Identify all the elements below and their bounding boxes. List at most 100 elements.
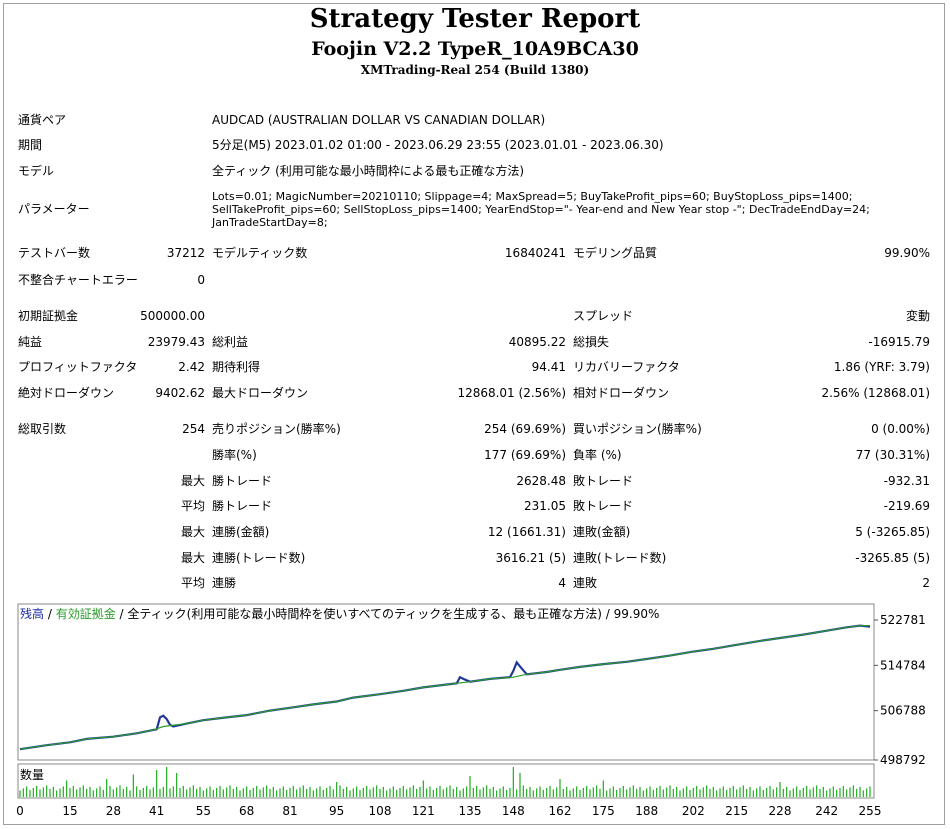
x-tick-label: 148 [502, 804, 525, 818]
stat-value-1: 最大 [180, 474, 205, 488]
legend-balance: 残高 [20, 607, 45, 621]
stat-label-3: リカバリーファクタ [573, 360, 680, 374]
stat-label-2: 勝率(%) [212, 448, 257, 462]
stat-value-3: 5 (-3265.85) [855, 525, 930, 539]
symbol-value: AUDCAD (AUSTRALIAN DOLLAR VS CANADIAN DO… [212, 113, 546, 127]
stat-value-1: 最大 [180, 551, 205, 565]
server-info: XMTrading-Real 254 (Build 1380) [360, 63, 590, 77]
stat-value-1: 500000.00 [140, 309, 205, 323]
x-tick-label: 215 [725, 804, 748, 818]
stat-value-1: 9402.62 [155, 386, 205, 400]
stat-value-2: 12868.01 (2.56%) [457, 386, 566, 400]
x-tick-label: 68 [239, 804, 254, 818]
stat-label-2: 売りポジション(勝率%) [212, 422, 341, 436]
params-value: Lots=0.01; MagicNumber=20210110; Slippag… [212, 190, 870, 229]
stat-value-1: 23979.43 [147, 335, 205, 349]
stat-value-3: 1.86 (YRF: 3.79) [833, 360, 930, 374]
x-tick-label: 15 [62, 804, 77, 818]
stat-value-1: 2.42 [178, 360, 205, 374]
stat-label-3: 連敗(トレード数) [573, 551, 667, 565]
stat-label-1: プロフィットファクタ [18, 360, 138, 374]
stat-label-3: 連敗 [573, 576, 598, 590]
chart-legend: 残高 / 有効証拠金 / 全ティック(利用可能な最小時間枠を使いすべてのティック… [20, 605, 659, 622]
model-label: モデル [18, 164, 55, 178]
x-tick-label: 135 [459, 804, 482, 818]
legend-equity: 有効証拠金 [55, 607, 116, 621]
chart-main-frame [17, 603, 875, 761]
balance-line [19, 625, 870, 750]
stat-label-1: 不整合チャートエラー [18, 273, 138, 287]
stat-label-3: 総損失 [573, 335, 610, 349]
period-label: 期間 [18, 138, 43, 152]
stat-value-2: 2628.48 [516, 474, 566, 488]
stat-label-3: 敗トレード [573, 499, 634, 513]
stat-label-3: スプレッド [573, 309, 634, 323]
x-tick-label: 121 [412, 804, 435, 818]
symbol-label: 通貨ペア [18, 113, 67, 127]
stat-value-3: 0 (0.00%) [871, 422, 930, 436]
stat-label-1: 純益 [18, 335, 43, 349]
x-tick-label: 175 [592, 804, 615, 818]
x-tick-label: 81 [282, 804, 297, 818]
x-tick-label: 188 [635, 804, 658, 818]
stat-value-1: 254 [182, 422, 205, 436]
stat-value-2: 177 (69.69%) [484, 448, 566, 462]
x-tick-label: 0 [16, 804, 24, 818]
stat-label-3: 買いポジション(勝率%) [573, 422, 702, 436]
x-tick-label: 202 [682, 804, 705, 818]
stat-value-2: 16840241 [504, 246, 566, 260]
stat-label-3: 相対ドローダウン [573, 386, 670, 400]
model-value: 全ティック (利用可能な最小時間枠による最も正確な方法) [212, 164, 525, 178]
stat-label-2: 最大ドローダウン [212, 386, 309, 400]
stat-value-2: 254 (69.69%) [484, 422, 566, 436]
stat-value-2: 12 (1661.31) [487, 525, 566, 539]
stat-label-1: 絶対ドローダウン [18, 386, 115, 400]
legend-rest: / 全ティック(利用可能な最小時間枠を使いすべてのティックを生成する、最も正確な… [115, 607, 660, 621]
x-tick-label: 108 [369, 804, 392, 818]
x-tick-label: 255 [859, 804, 882, 818]
stat-value-3: 変動 [905, 309, 930, 323]
x-tick-label: 242 [815, 804, 838, 818]
report-frame [3, 3, 945, 825]
params-label: パラメーター [18, 202, 90, 216]
stat-value-3: 2.56% (12868.01) [821, 386, 930, 400]
stat-value-3: 99.90% [884, 246, 930, 260]
stat-label-3: 敗トレード [573, 474, 634, 488]
x-tick-label: 162 [549, 804, 572, 818]
period-value: 5分足(M5) 2023.01.02 01:00 - 2023.06.29 23… [212, 138, 664, 152]
stat-label-2: 勝トレード [212, 474, 273, 488]
stat-label-2: 連勝 [212, 576, 237, 590]
expert-name: Foojin V2.2 TypeR_10A9BCA30 [311, 38, 639, 60]
stat-label-2: モデルティック数 [212, 246, 308, 260]
stat-value-3: -932.31 [883, 474, 930, 488]
stat-value-1: 0 [197, 273, 205, 287]
stat-value-2: 4 [558, 576, 566, 590]
x-tick-label: 55 [196, 804, 211, 818]
x-tick-label: 28 [106, 804, 121, 818]
balance-chart: 498792 506788 514784 522781 0 15 28 41 55 68 81 95 1… [16, 603, 926, 818]
stat-value-2: 40895.22 [508, 335, 566, 349]
stat-value-3: -3265.85 (5) [855, 551, 930, 565]
y-tick-label: 506788 [880, 704, 926, 718]
stat-value-3: 2 [922, 576, 930, 590]
stat-label-2: 連勝(金額) [212, 525, 270, 539]
stat-label-2: 連勝(トレード数) [212, 551, 306, 565]
x-tick-label: 228 [769, 804, 792, 818]
stat-value-1: 平均 [180, 576, 205, 590]
x-tick-label: 41 [149, 804, 164, 818]
stat-label-3: モデリング品質 [573, 246, 658, 260]
x-tick-label: 95 [329, 804, 344, 818]
stat-label-1: 初期証拠金 [18, 309, 79, 323]
stat-value-3: -16915.79 [868, 335, 930, 349]
stat-label-1: 総取引数 [18, 422, 67, 436]
chart-volume-frame [17, 763, 875, 799]
report-title: Strategy Tester Report [309, 4, 641, 34]
stat-value-3: -219.69 [883, 499, 930, 513]
stat-label-3: 連敗(金額) [573, 525, 631, 539]
stat-label-1: テストバー数 [18, 246, 91, 260]
stat-label-2: 総利益 [212, 335, 249, 349]
y-tick-label: 522781 [880, 613, 926, 627]
stat-value-2: 94.41 [531, 360, 566, 374]
stat-value-1: 最大 [180, 525, 205, 539]
y-tick-label: 498792 [880, 753, 926, 767]
